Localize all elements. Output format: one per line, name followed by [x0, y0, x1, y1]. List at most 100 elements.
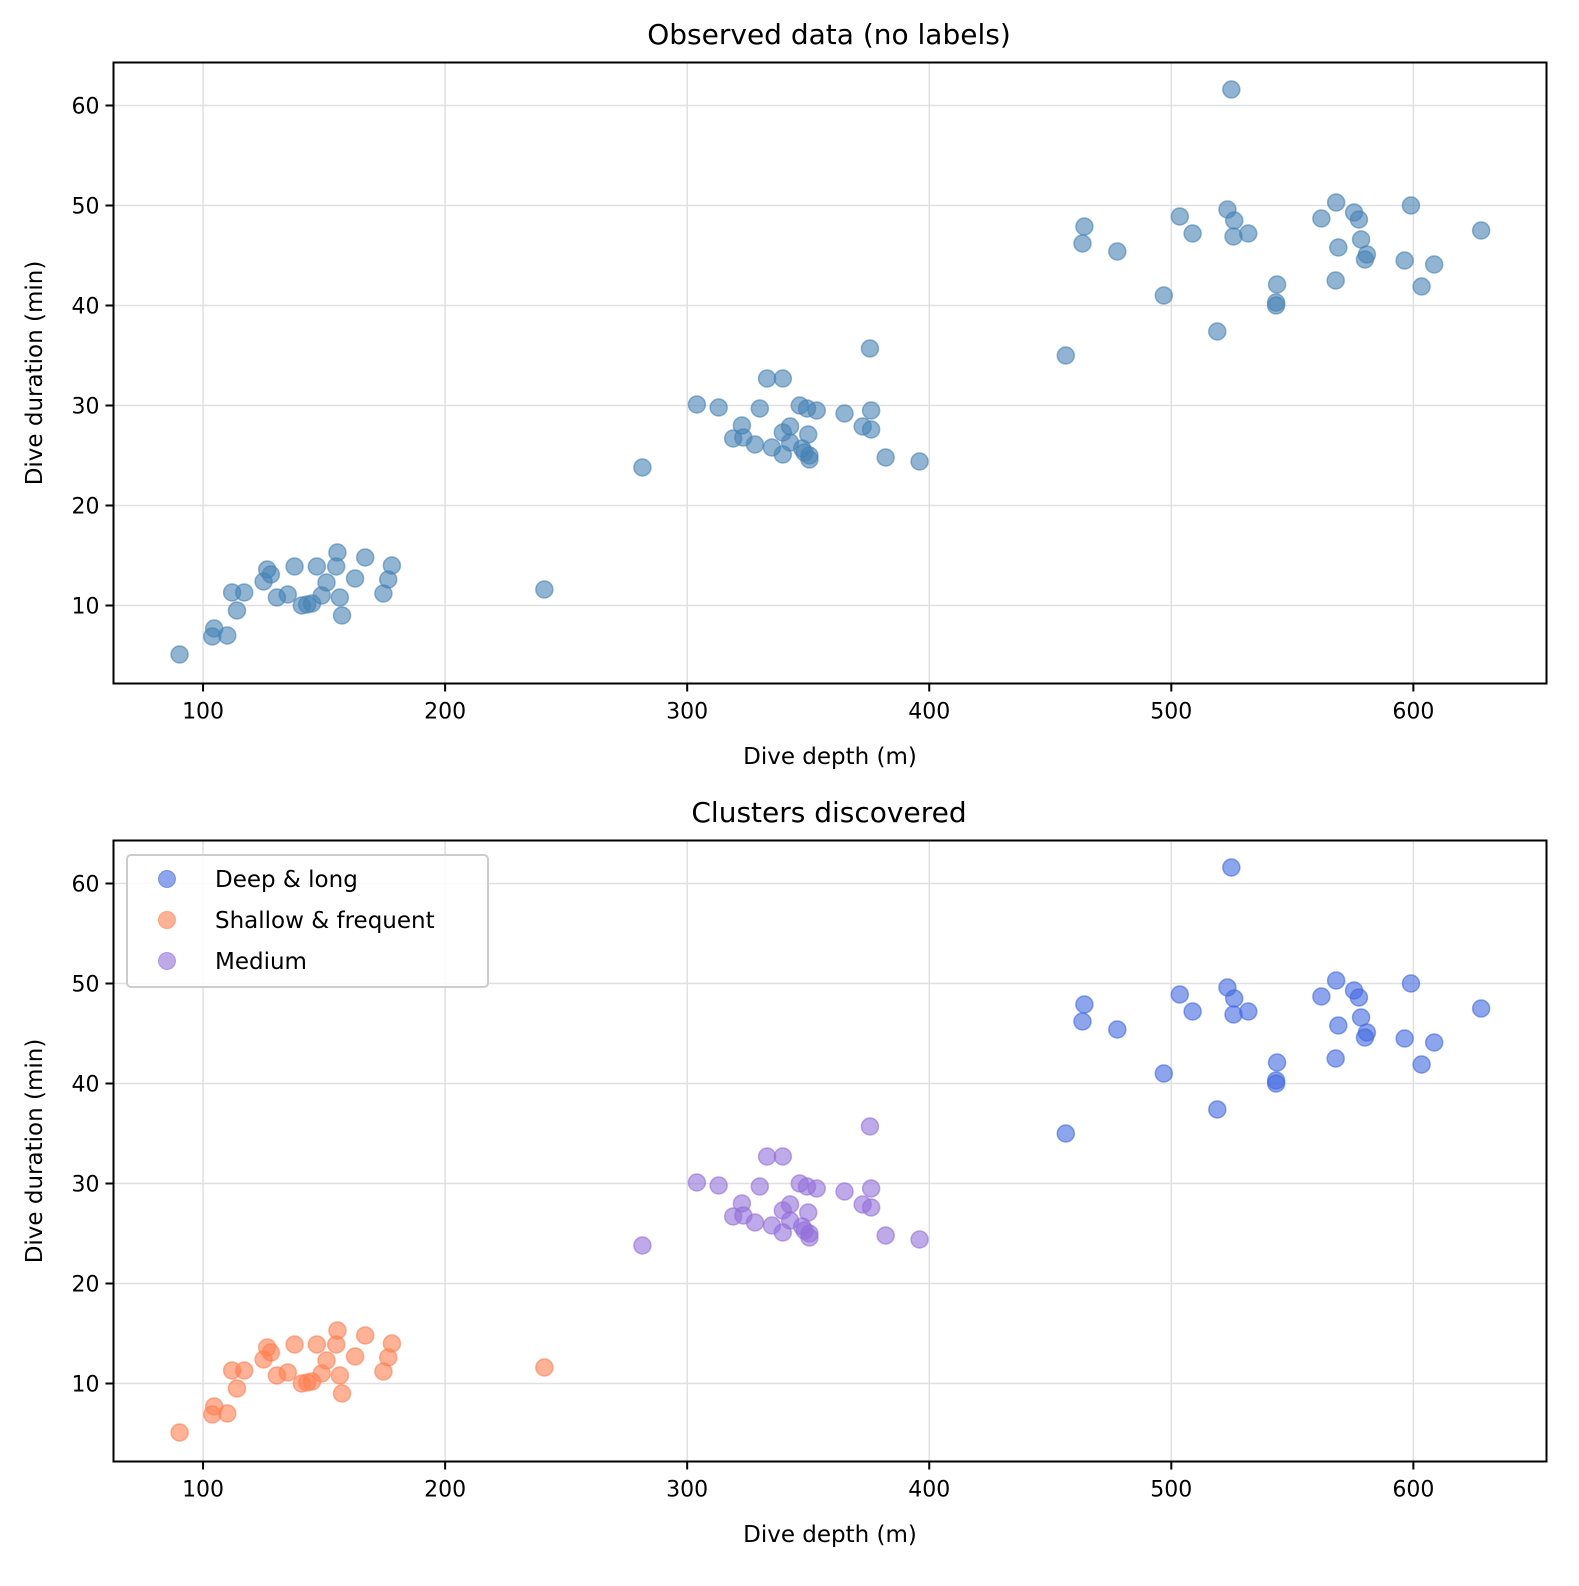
- data-point-medium: [745, 1213, 765, 1232]
- data-point: [1073, 234, 1092, 253]
- data-point-medium: [773, 1147, 793, 1166]
- x-tick-label: 500: [1150, 700, 1192, 725]
- x-tick-label: 100: [182, 1478, 224, 1503]
- data-point: [633, 458, 652, 477]
- data-point-shallow: [278, 1363, 298, 1382]
- data-point-deep: [1183, 1002, 1202, 1021]
- data-point-medium: [910, 1230, 929, 1249]
- data-point: [227, 601, 247, 620]
- data-point-medium: [800, 1228, 819, 1247]
- data-point-deep: [1471, 999, 1491, 1018]
- legend-frame: [126, 854, 489, 988]
- data-point-shallow: [382, 1334, 402, 1353]
- data-point: [1222, 80, 1241, 99]
- data-point: [345, 569, 365, 588]
- data-point: [780, 417, 800, 436]
- data-point-shallow: [317, 1351, 336, 1370]
- y-axis-label: Dive duration (min): [22, 1039, 48, 1264]
- ticks: 100 200 300 400 500 600 10 20 30 40 50 60: [72, 873, 1435, 1503]
- data-point: [800, 450, 819, 469]
- y-tick-label: 60: [72, 873, 100, 898]
- grid: [113, 62, 1547, 684]
- data-point: [1239, 224, 1258, 243]
- y-tick-label: 60: [72, 95, 100, 120]
- data-point: [1056, 346, 1076, 365]
- data-point-shallow: [332, 1384, 352, 1403]
- data-point: [1208, 322, 1227, 341]
- x-tick-label: 300: [666, 700, 708, 725]
- data-point: [1329, 238, 1348, 257]
- x-axis-label: Dive depth (m): [743, 744, 917, 770]
- data-point: [1266, 296, 1286, 315]
- data-point-medium: [750, 1177, 770, 1196]
- data-point-shallow: [170, 1423, 189, 1442]
- data-point-deep: [1224, 1005, 1243, 1024]
- data-point: [1312, 209, 1331, 228]
- data-point: [1075, 217, 1094, 236]
- data-point-medium: [876, 1226, 895, 1245]
- y-tick-label: 20: [72, 495, 100, 520]
- panel-observed: Observed data (no labels) 100 200 300 400 50…: [22, 18, 1548, 770]
- data-point-medium: [780, 1195, 800, 1214]
- y-axis-label: Dive duration (min): [22, 261, 48, 486]
- data-point: [910, 452, 929, 471]
- data-point-shallow: [307, 1335, 327, 1354]
- data-point-deep: [1326, 971, 1346, 990]
- data-point: [876, 448, 895, 467]
- x-tick-label: 600: [1392, 1478, 1434, 1503]
- data-point-medium: [633, 1236, 652, 1255]
- legend-label-shallow: Shallow & frequent: [215, 908, 435, 934]
- data-point-deep: [1154, 1064, 1174, 1083]
- data-point: [861, 420, 881, 439]
- data-point-deep: [1170, 985, 1190, 1004]
- data-point-deep: [1326, 1049, 1345, 1068]
- data-point-deep: [1208, 1100, 1227, 1119]
- data-point: [332, 606, 352, 625]
- data-point: [773, 369, 793, 388]
- data-point-deep: [1056, 1124, 1076, 1143]
- data-point-medium: [687, 1173, 707, 1192]
- data-point: [1471, 221, 1491, 240]
- data-point: [757, 369, 777, 388]
- data-point: [745, 435, 765, 454]
- data-point: [317, 573, 336, 592]
- data-point-medium: [860, 1117, 880, 1136]
- data-point-shallow: [330, 1366, 350, 1385]
- legend-label-deep: Deep & long: [215, 867, 358, 893]
- y-tick-label: 40: [72, 295, 100, 320]
- x-tick-label: 100: [182, 700, 224, 725]
- plot-frame: [112, 839, 1548, 1463]
- data-point-deep: [1329, 1016, 1348, 1035]
- y-tick-label: 50: [72, 195, 100, 220]
- y-tick-label: 10: [72, 595, 100, 620]
- data-point: [1108, 242, 1127, 261]
- chart-title: Clusters discovered: [691, 796, 966, 829]
- data-point-medium: [709, 1176, 728, 1195]
- data-point-medium: [798, 1203, 818, 1222]
- data-point-shallow: [234, 1361, 254, 1380]
- x-tick-label: 500: [1150, 1478, 1192, 1503]
- x-tick-label: 200: [424, 1478, 466, 1503]
- data-point: [382, 556, 402, 575]
- data-point: [1326, 193, 1346, 212]
- data-point-medium: [861, 1198, 881, 1217]
- x-tick-label: 300: [666, 1478, 708, 1503]
- data-point-deep: [1401, 974, 1421, 993]
- data-point: [1224, 211, 1244, 230]
- y-tick-label: 20: [72, 1273, 100, 1298]
- data-point: [1267, 275, 1287, 294]
- data-point-deep: [1108, 1020, 1127, 1039]
- data-point-shallow: [345, 1347, 365, 1366]
- data-point: [218, 626, 237, 645]
- data-point: [1224, 227, 1243, 246]
- legend-marker-shallow: [158, 911, 176, 929]
- data-point: [261, 565, 281, 584]
- data-point: [278, 585, 298, 604]
- data-point-deep: [1412, 1055, 1431, 1074]
- plot-frame: [112, 61, 1548, 685]
- y-tick-label: 40: [72, 1073, 100, 1098]
- data-point-medium: [757, 1147, 777, 1166]
- points: [170, 80, 1491, 664]
- data-point: [861, 401, 881, 420]
- data-point: [1326, 271, 1345, 290]
